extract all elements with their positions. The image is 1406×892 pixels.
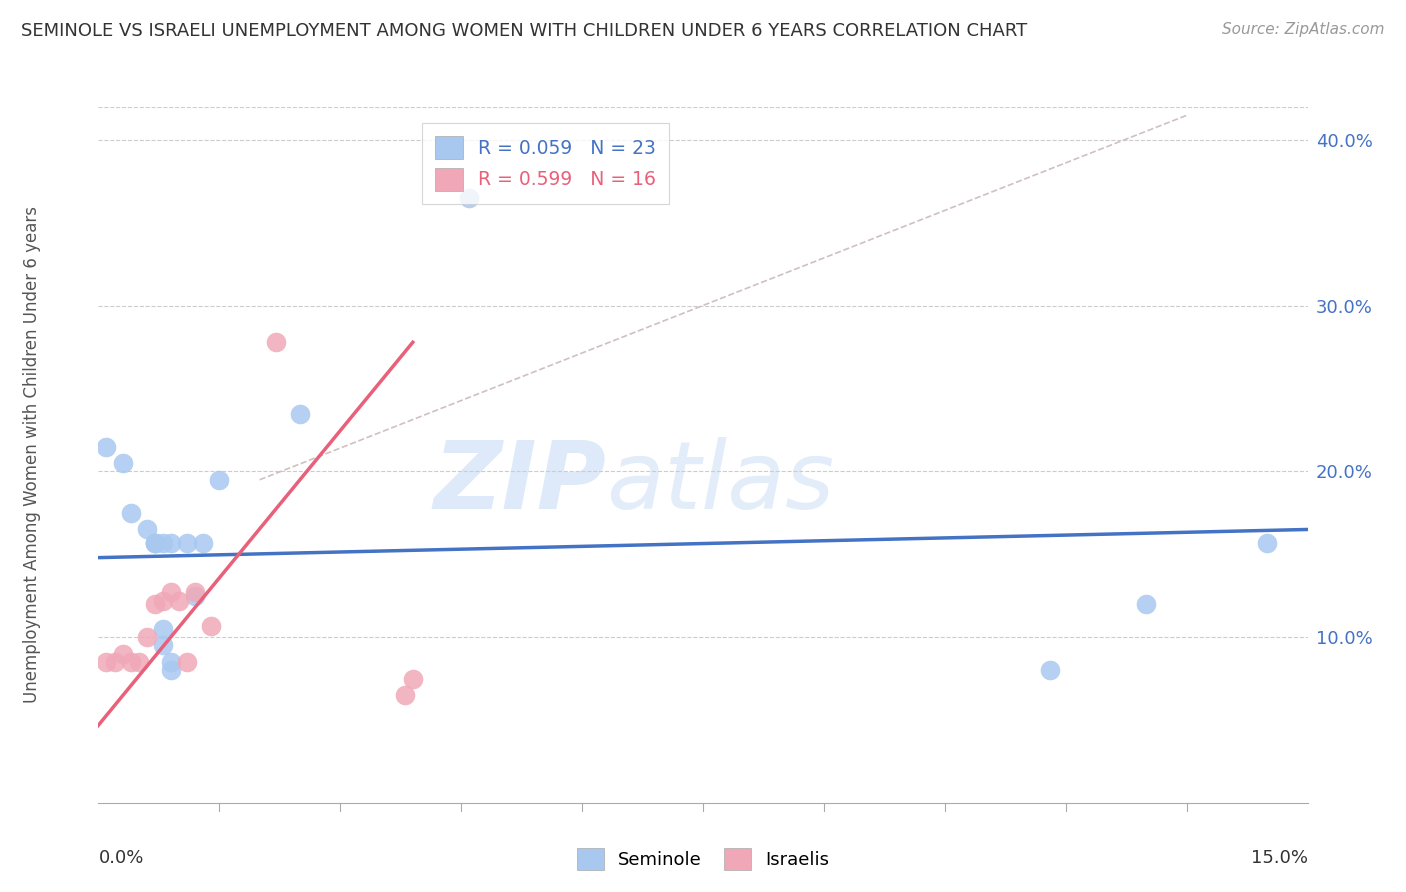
Point xyxy=(143,535,166,549)
Point xyxy=(103,655,125,669)
Text: Source: ZipAtlas.com: Source: ZipAtlas.com xyxy=(1222,22,1385,37)
Point xyxy=(143,535,166,549)
Point xyxy=(264,335,287,350)
Point xyxy=(200,618,222,632)
Text: atlas: atlas xyxy=(606,437,835,528)
Point xyxy=(135,523,157,537)
Point xyxy=(1135,597,1157,611)
Point xyxy=(1256,535,1278,549)
Point xyxy=(135,630,157,644)
Point xyxy=(96,440,118,454)
Point xyxy=(143,535,166,549)
Point xyxy=(152,622,174,636)
Point xyxy=(128,655,150,669)
Point xyxy=(167,593,190,607)
Point xyxy=(111,456,134,470)
Point xyxy=(176,535,198,549)
Point xyxy=(143,597,166,611)
Point xyxy=(96,655,118,669)
Point xyxy=(120,655,142,669)
Point xyxy=(160,585,183,599)
Text: ZIP: ZIP xyxy=(433,437,606,529)
Legend: Seminole, Israelis: Seminole, Israelis xyxy=(569,841,837,877)
Point xyxy=(160,655,183,669)
Point xyxy=(288,407,311,421)
Point xyxy=(111,647,134,661)
Point xyxy=(458,191,481,205)
Point xyxy=(152,593,174,607)
Text: 15.0%: 15.0% xyxy=(1250,849,1308,867)
Point xyxy=(394,688,416,702)
Text: 0.0%: 0.0% xyxy=(98,849,143,867)
Point xyxy=(152,535,174,549)
Point xyxy=(184,585,207,599)
Point xyxy=(402,672,425,686)
Point xyxy=(160,535,183,549)
Text: Unemployment Among Women with Children Under 6 years: Unemployment Among Women with Children U… xyxy=(22,206,41,704)
Text: SEMINOLE VS ISRAELI UNEMPLOYMENT AMONG WOMEN WITH CHILDREN UNDER 6 YEARS CORRELA: SEMINOLE VS ISRAELI UNEMPLOYMENT AMONG W… xyxy=(21,22,1028,40)
Point xyxy=(120,506,142,520)
Point xyxy=(152,639,174,653)
Point xyxy=(184,589,207,603)
Point xyxy=(193,535,215,549)
Point xyxy=(1039,663,1062,677)
Point xyxy=(208,473,231,487)
Point xyxy=(176,655,198,669)
Point xyxy=(160,663,183,677)
